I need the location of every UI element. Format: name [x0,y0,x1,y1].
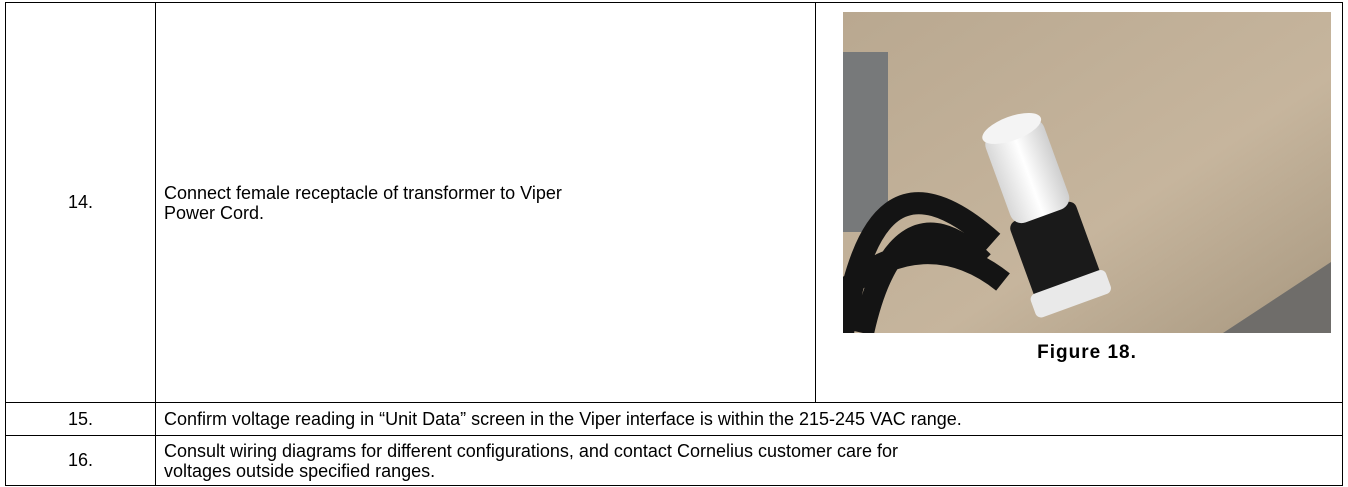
step-text: Consult wiring diagrams for different co… [164,440,899,481]
text-cell: Connect female receptacle of transformer… [155,2,816,403]
figure-photo [843,12,1331,333]
text-cell: Consult wiring diagrams for different co… [155,435,1343,486]
step-cell: 14. [5,2,156,403]
step-number: 16. [67,450,94,470]
text-cell: Confirm voltage reading in “Unit Data” s… [155,402,1343,436]
step-number: 15. [67,408,94,429]
step-text: Connect female receptacle of transformer… [164,182,562,223]
step-text: Confirm voltage reading in “Unit Data” s… [164,409,962,429]
step-cell: 16. [5,435,156,486]
step-number: 14. [67,192,94,212]
step-cell: 15. [5,402,156,436]
figure-caption: Figure 18. [1037,342,1137,363]
